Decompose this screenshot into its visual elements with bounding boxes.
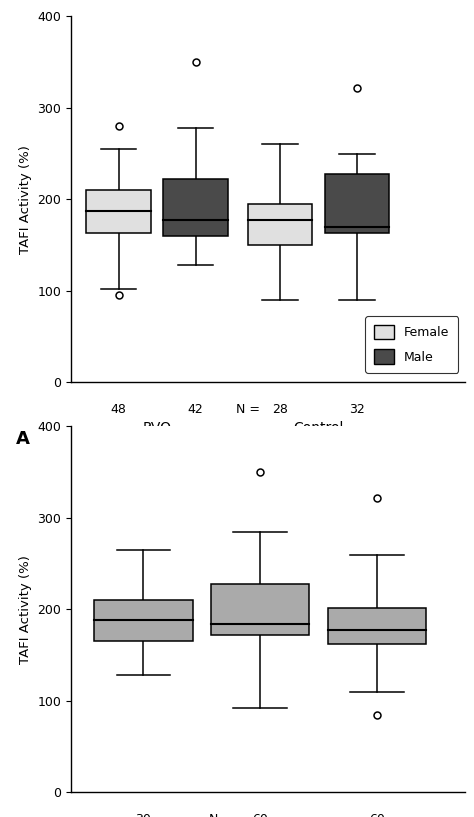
Text: N =: N =	[209, 813, 233, 817]
Text: RVO: RVO	[143, 421, 172, 435]
Text: 28: 28	[272, 403, 288, 416]
Text: 32: 32	[349, 403, 365, 416]
Bar	[164, 179, 228, 236]
Text: A: A	[16, 430, 30, 448]
Bar	[325, 174, 389, 234]
Y-axis label: TAFI Activity (%): TAFI Activity (%)	[19, 555, 32, 664]
Text: 60: 60	[369, 813, 385, 817]
Bar	[328, 608, 426, 645]
Text: 48: 48	[111, 403, 127, 416]
Text: N =: N =	[237, 403, 260, 416]
Bar	[248, 204, 312, 245]
Text: 30: 30	[136, 813, 151, 817]
Bar	[211, 584, 309, 635]
Text: 60: 60	[252, 813, 268, 817]
Legend: Female, Male: Female, Male	[365, 316, 458, 373]
Text: Control: Control	[293, 421, 344, 435]
Text: 42: 42	[188, 403, 203, 416]
Bar	[86, 190, 151, 234]
Bar	[94, 600, 192, 641]
Y-axis label: TAFI Activity (%): TAFI Activity (%)	[19, 145, 32, 254]
